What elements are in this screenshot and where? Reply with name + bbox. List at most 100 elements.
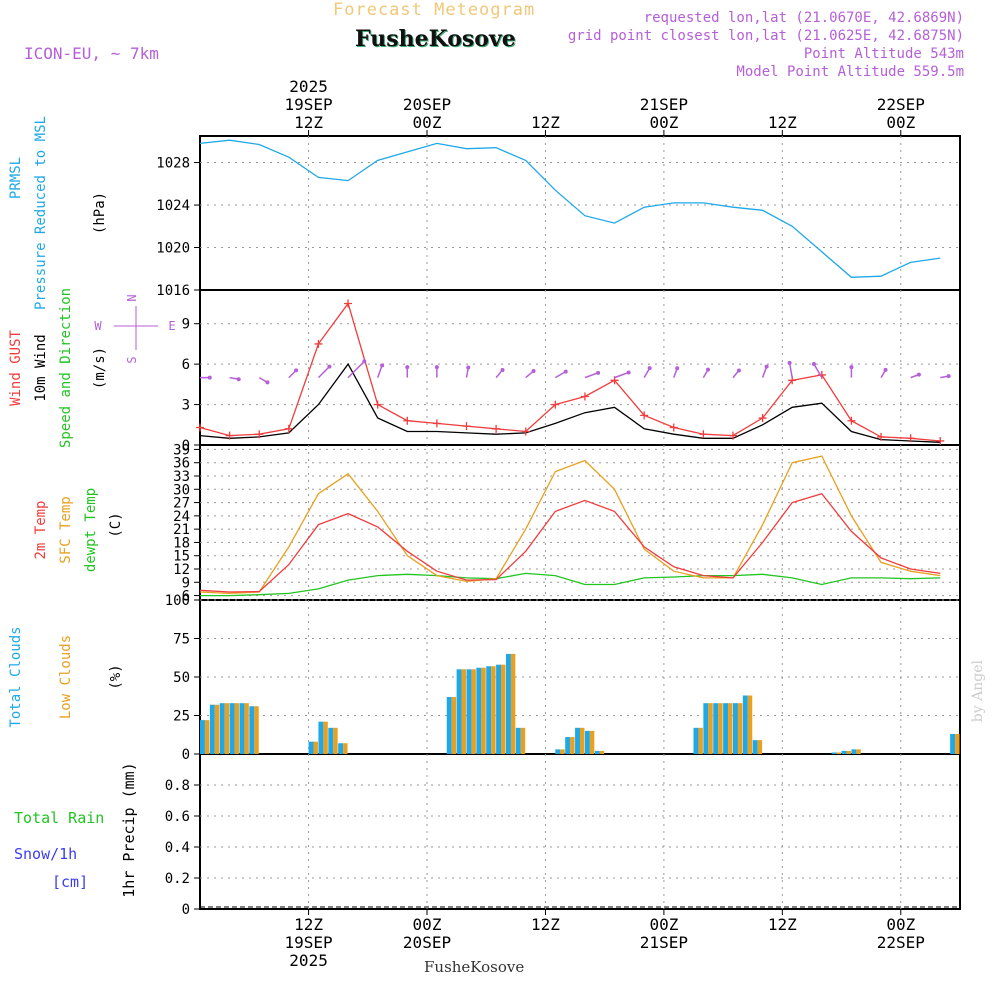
precip-tick-label: 0.2 [165,871,190,887]
low-cloud-bar [856,749,861,754]
compass-w: W [94,319,102,333]
wind-arrow-head [883,367,888,372]
low-cloud-bar [728,703,733,754]
pressure-tick-label: 1028 [156,156,190,172]
gust-marker [788,376,797,385]
footer-station: FusheKosove [424,958,525,976]
total-cloud-bar [851,749,857,754]
wind-tick-label: 0 [182,438,190,454]
total-cloud-bar [752,740,758,754]
wind-direction-arrow [376,365,383,378]
wind-arrow-head [849,365,854,370]
dewpoint-line [200,572,941,597]
model-altitude: Model Point Altitude 559.5m [736,64,964,80]
total-cloud-bar [732,703,738,754]
top-time-label: 12Z [531,113,560,132]
wind-direction-arrow [813,363,823,378]
wind-arrow-head [596,370,601,375]
top-time-label: 00Z [649,113,678,132]
total-cloud-bar [723,703,729,754]
top-time-label: 12Z [294,113,323,132]
pressure-unit: (hPa) [92,192,108,234]
wind-arrow-head [764,364,769,369]
wind-direction-arrow [317,366,330,379]
gust-marker [344,299,353,308]
bottom-time-label: 12Z [531,915,560,934]
gust-marker [196,423,204,432]
bottom-time-label: 00Z [413,915,442,934]
requested-coords: requested lon,lat (21.0670E, 42.6869N) [643,10,964,26]
low-cloud-bar [343,743,348,754]
low-cloud-bar [757,740,763,754]
bottom-time-label: 12Z [294,915,323,934]
temp-tick-label: 33 [173,469,190,485]
clouds-tick-label: 100 [165,593,190,609]
low-cloud-bar [955,733,960,754]
wind-arrow-head [265,380,270,385]
t2m-label: 2m Temp [33,500,49,559]
gust-marker [403,416,412,425]
wind-arrow-head [207,375,212,380]
temp-tick-label: 6 [182,589,190,605]
top-time-label: 19SEP [284,95,332,114]
low-cloud-bar [204,720,210,754]
gust-marker [462,422,471,431]
snow-label: Snow/1h [14,845,77,863]
total-cloud-bar [831,752,837,754]
wind-tick-label: 3 [182,398,190,414]
temp-tick-label: 12 [173,562,190,578]
gust-marker [610,376,619,385]
top-time-label: 2025 [289,77,328,96]
total-cloud-bar [505,653,511,754]
low-cloud-bar [708,703,713,754]
gust-marker [936,436,945,445]
gust-marker [373,400,382,409]
pressure-label-2: Pressure Reduced to MSL [33,116,49,310]
bottom-time-label: 19SEP [284,933,332,952]
low-cloud-bar [589,730,595,754]
total-cloud-bar [200,720,205,754]
snow-unit-label: [cm] [52,873,88,891]
total-cloud-bar [565,737,571,754]
low-cloud-bar [560,749,565,754]
gust-marker [492,424,501,433]
temp-tick-label: 18 [173,535,190,551]
wind-direction-arrow [788,362,793,378]
gust-marker [640,411,649,420]
pressure-line [199,139,941,278]
pressure-label-1: PRMSL [8,157,24,199]
gust-marker [699,430,708,439]
wind-direction-arrow [347,360,365,379]
compass-e: E [168,319,175,333]
total-cloud-bar [486,666,492,754]
panel-frame-0 [199,135,961,291]
sfc-temp-line [199,455,941,595]
clouds-tick-label: 50 [173,670,190,686]
top-time-label: 22SEP [877,95,925,114]
total-cloud-bar [713,703,719,754]
panel-frame-1 [199,289,961,446]
wind-arrow-head [362,359,367,364]
total-clouds-label: Total Clouds [8,626,24,727]
gust-marker [728,431,737,440]
low-cloud-bar [570,737,575,754]
total-cloud-bar [584,730,590,754]
wind-direction-arrow [584,372,599,379]
top-time-label: 21SEP [640,95,688,114]
total-cloud-bar [476,667,482,754]
clouds-tick-label: 25 [173,709,190,725]
precip-tick-label: 0 [182,902,190,918]
low-cloud-bar [599,750,605,754]
temp-tick-label: 15 [173,549,190,565]
total-cloud-bar [456,669,462,754]
bottom-time-label: 2025 [289,951,328,970]
wind-arrow-head [294,368,299,373]
low-cloud-bar [313,741,318,754]
wind-tick-label: 6 [182,357,190,373]
dewpt-label: dewpt Temp [83,488,99,572]
low-cloud-bar [520,727,526,754]
pressure-tick-label: 1020 [156,241,190,257]
wind-gust-label: Wind GUST [8,330,24,406]
gust-marker [521,427,530,436]
panel-frame-4 [199,753,961,910]
